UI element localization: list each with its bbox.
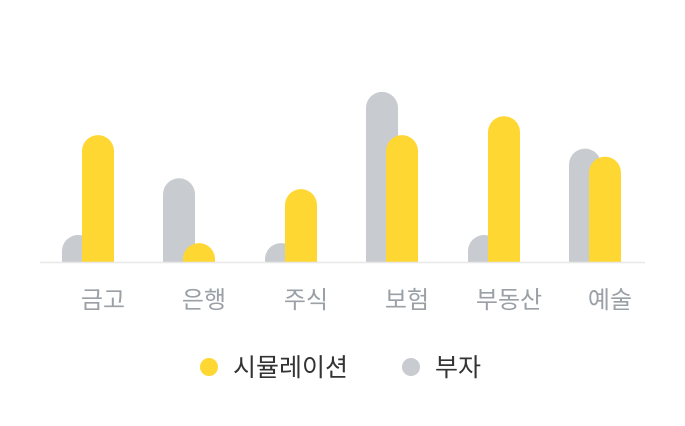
category-label-1: 은행 [182, 286, 226, 314]
legend-marker-1 [402, 358, 420, 376]
category-label-5: 예술 [588, 286, 632, 314]
category-label-3: 보험 [385, 286, 429, 314]
legend-label-1: 부자 [435, 353, 481, 382]
category-label-2: 주식 [284, 286, 328, 314]
category-label-0: 금고 [81, 286, 125, 314]
bar-simulation-3 [386, 135, 418, 262]
legend-marker-0 [200, 358, 218, 376]
bar-simulation-4 [488, 116, 520, 262]
bar-simulation-2 [285, 189, 317, 262]
bars-group [62, 91, 621, 263]
legend-label-0: 시뮬레이션 [233, 353, 348, 382]
bar-simulation-1 [183, 243, 215, 262]
category-label-4: 부동산 [476, 286, 542, 314]
category-labels: 금고 은행 주식 보험 부동산 예술 [81, 286, 632, 314]
bar-simulation-0 [82, 135, 114, 262]
legend: 시뮬레이션 부자 [200, 353, 481, 382]
bar-rich-1 [163, 178, 195, 262]
bar-simulation-5 [589, 156, 621, 262]
